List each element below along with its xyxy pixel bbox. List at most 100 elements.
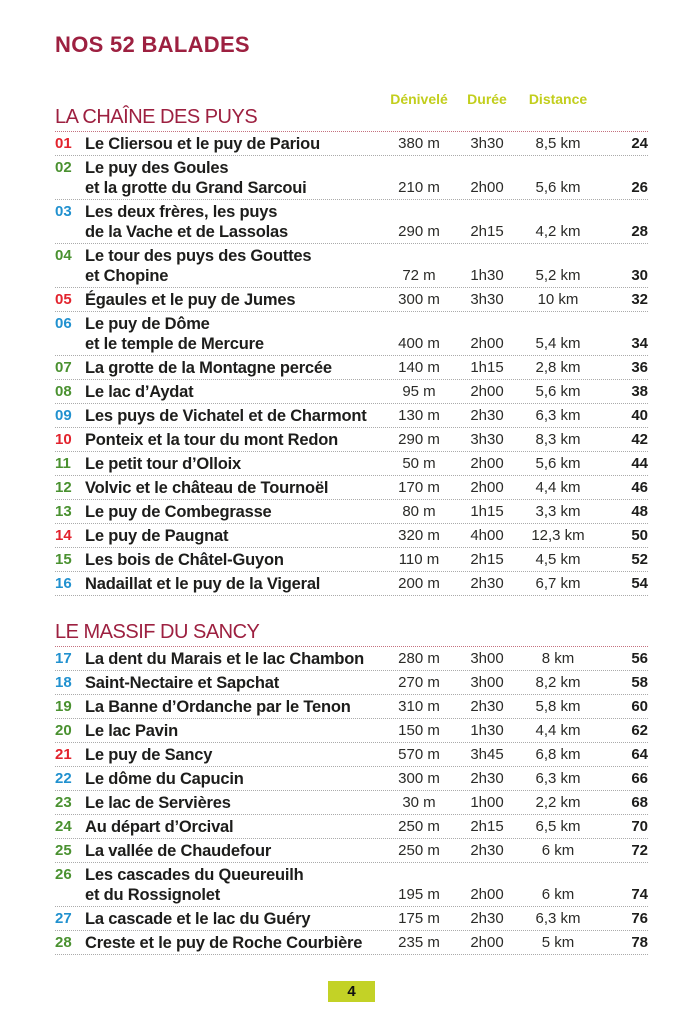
- walk-number: 23: [55, 794, 72, 811]
- walk-title: Saint-Nectaire et Sapchat: [85, 673, 381, 693]
- walk-row: 21 Le puy de Sancy 570 m 3h45 6,8 km 64: [55, 743, 648, 767]
- walk-page: 74: [631, 886, 648, 903]
- walk-row: 12 Volvic et le château de Tournoël 170 …: [55, 476, 648, 500]
- walk-number: 24: [55, 818, 72, 835]
- walk-denivele: 400 m: [398, 335, 440, 352]
- walk-duree: 2h00: [470, 335, 504, 352]
- walk-duree: 3h30: [470, 135, 504, 152]
- walk-number: 11: [55, 455, 71, 472]
- walk-denivele: 170 m: [398, 479, 440, 496]
- walk-title-line: et le temple de Mercure: [85, 335, 264, 353]
- walk-title-line: Les bois de Châtel-Guyon: [85, 551, 284, 569]
- walk-row: 13 Le puy de Combegrasse 80 m 1h15 3,3 k…: [55, 500, 648, 524]
- walk-title-line: Le puy de Combegrasse: [85, 503, 272, 521]
- walk-denivele: 290 m: [398, 431, 440, 448]
- walk-row: 25 La vallée de Chaudefour 250 m 2h30 6 …: [55, 839, 648, 863]
- column-header-duree: Durée: [467, 91, 507, 107]
- walk-title-line: Nadaillat et le puy de la Vigeral: [85, 575, 321, 593]
- column-header-distance: Distance: [528, 91, 588, 107]
- walk-title: Égaules et le puy de Jumes: [85, 290, 381, 310]
- walk-title: Le puy de Sancy: [85, 745, 381, 765]
- walk-title-line: Le lac de Servières: [85, 794, 231, 812]
- walk-denivele: 280 m: [398, 650, 440, 667]
- walk-duree: 2h15: [470, 551, 504, 568]
- walk-row: 06 Le puy de Dôme et le temple de Mercure…: [55, 312, 648, 356]
- walk-title-line: Volvic et le château de Tournoël: [85, 479, 329, 497]
- walk-page: 34: [631, 335, 648, 352]
- walk-title-line: Le petit tour d’Olloix: [85, 455, 242, 473]
- walk-distance: 5,6 km: [535, 179, 581, 196]
- walk-duree: 2h30: [470, 910, 504, 927]
- walk-distance: 6,3 km: [535, 910, 581, 927]
- walk-row: 28 Creste et le puy de Roche Courbière 2…: [55, 931, 648, 955]
- walk-title: Le lac d’Aydat: [85, 382, 381, 402]
- walk-distance: 6,5 km: [535, 818, 581, 835]
- walk-number: 04: [55, 247, 72, 264]
- walk-title: Le Cliersou et le puy de Pariou: [85, 134, 381, 154]
- walk-title: Le puy de Combegrasse: [85, 502, 381, 522]
- walk-denivele: 380 m: [398, 135, 440, 152]
- walk-page: 78: [631, 934, 648, 951]
- walk-number: 27: [55, 910, 72, 927]
- walk-title: Ponteix et la tour du mont Redon: [85, 430, 381, 450]
- walk-page: 38: [631, 383, 648, 400]
- walk-distance: 10 km: [537, 291, 579, 308]
- walk-distance: 4,4 km: [535, 722, 581, 739]
- walk-title: Les puys de Vichatel et de Charmont: [85, 406, 381, 426]
- walk-denivele: 95 m: [402, 383, 436, 400]
- walk-denivele: 300 m: [398, 770, 440, 787]
- walk-title: Volvic et le château de Tournoël: [85, 478, 381, 498]
- walk-title-line: La cascade et le lac du Guéry: [85, 910, 311, 928]
- walk-number: 06: [55, 315, 72, 332]
- walk-title: Le petit tour d’Olloix: [85, 454, 381, 474]
- walk-title-line: Creste et le puy de Roche Courbière: [85, 934, 363, 952]
- walk-title: Creste et le puy de Roche Courbière: [85, 933, 381, 953]
- walk-row: 17 La dent du Marais et le lac Chambon 2…: [55, 647, 648, 671]
- walk-number: 19: [55, 698, 72, 715]
- walk-title-line: Au départ d’Orcival: [85, 818, 234, 836]
- table-header-row: Dénivelé Durée Distance: [55, 91, 648, 107]
- walk-denivele: 250 m: [398, 842, 440, 859]
- walk-number: 09: [55, 407, 72, 424]
- walk-row: 01 Le Cliersou et le puy de Pariou 380 m…: [55, 132, 648, 156]
- page-footer: 4: [55, 981, 648, 1002]
- walk-number: 28: [55, 934, 72, 951]
- walk-title: La dent du Marais et le lac Chambon: [85, 649, 381, 669]
- walk-number: 01: [55, 135, 72, 152]
- walk-denivele: 130 m: [398, 407, 440, 424]
- walk-row: 07 La grotte de la Montagne percée 140 m…: [55, 356, 648, 380]
- walk-duree: 2h00: [470, 383, 504, 400]
- walk-row: 24 Au départ d’Orcival 250 m 2h15 6,5 km…: [55, 815, 648, 839]
- walk-row: 22 Le dôme du Capucin 300 m 2h30 6,3 km …: [55, 767, 648, 791]
- walk-row: 02 Le puy des Goules et la grotte du Gran…: [55, 156, 648, 200]
- walk-number: 26: [55, 866, 72, 883]
- walk-row: 27 La cascade et le lac du Guéry 175 m 2…: [55, 907, 648, 931]
- walk-number: 08: [55, 383, 72, 400]
- walk-page: 54: [631, 575, 648, 592]
- walk-denivele: 195 m: [398, 886, 440, 903]
- walk-page: 42: [631, 431, 648, 448]
- page-number-badge: 4: [328, 981, 375, 1002]
- walk-title: La vallée de Chaudefour: [85, 841, 381, 861]
- walk-denivele: 320 m: [398, 527, 440, 544]
- walk-denivele: 290 m: [398, 223, 440, 240]
- walk-title-line: et Chopine: [85, 267, 169, 285]
- walk-row: 11 Le petit tour d’Olloix 50 m 2h00 5,6 …: [55, 452, 648, 476]
- walk-denivele: 300 m: [398, 291, 440, 308]
- walk-row: 05 Égaules et le puy de Jumes 300 m 3h30…: [55, 288, 648, 312]
- walk-page: 70: [631, 818, 648, 835]
- walk-title-line: de la Vache et de Lassolas: [85, 223, 288, 241]
- walk-number: 25: [55, 842, 72, 859]
- walk-title: Le puy des Goules et la grotte du Grand S…: [85, 158, 381, 198]
- walk-title: Le lac de Servières: [85, 793, 381, 813]
- walk-row: 26 Les cascades du Queureuilh et du Rossi…: [55, 863, 648, 907]
- walk-distance: 2,8 km: [535, 359, 581, 376]
- walk-distance: 6,7 km: [535, 575, 581, 592]
- walk-title-line: Le dôme du Capucin: [85, 770, 244, 788]
- walk-duree: 1h15: [470, 359, 504, 376]
- walk-title-line: Le puy de Paugnat: [85, 527, 229, 545]
- walk-distance: 3,3 km: [535, 503, 581, 520]
- walk-page: 72: [631, 842, 648, 859]
- walk-page: 60: [631, 698, 648, 715]
- walk-number: 15: [55, 551, 72, 568]
